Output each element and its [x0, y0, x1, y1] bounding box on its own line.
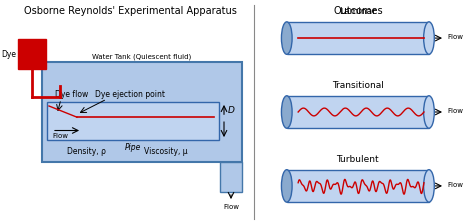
- Text: Flow: Flow: [52, 133, 68, 138]
- Bar: [18, 39, 46, 69]
- Text: Viscosity, μ: Viscosity, μ: [144, 147, 188, 157]
- Ellipse shape: [424, 170, 434, 202]
- Text: Density, ρ: Density, ρ: [66, 147, 105, 157]
- Text: Dye: Dye: [1, 50, 16, 58]
- Ellipse shape: [282, 22, 292, 54]
- Bar: [220, 162, 242, 192]
- Text: Pipe: Pipe: [125, 143, 141, 152]
- Text: D: D: [228, 106, 235, 115]
- Text: Turbulent: Turbulent: [337, 155, 379, 164]
- Ellipse shape: [282, 96, 292, 128]
- Ellipse shape: [424, 22, 434, 54]
- Text: Outcomes: Outcomes: [333, 6, 383, 16]
- Text: Flow: Flow: [223, 204, 239, 210]
- Text: Osborne Reynolds' Experimental Apparatus: Osborne Reynolds' Experimental Apparatus: [24, 6, 237, 16]
- Ellipse shape: [424, 96, 434, 128]
- Bar: [42, 62, 242, 162]
- Text: Flow: Flow: [447, 108, 463, 114]
- Text: Laminar: Laminar: [339, 7, 376, 16]
- Text: Dye ejection point: Dye ejection point: [95, 90, 165, 99]
- Bar: [287, 170, 429, 202]
- Text: Dye flow: Dye flow: [55, 90, 88, 99]
- Text: Flow: Flow: [447, 182, 463, 188]
- Bar: [287, 22, 429, 54]
- Bar: [287, 96, 429, 128]
- Text: Flow: Flow: [447, 34, 463, 40]
- Text: Water Tank (Quiescent fluid): Water Tank (Quiescent fluid): [92, 54, 191, 60]
- Text: Transitional: Transitional: [332, 81, 384, 90]
- Ellipse shape: [282, 170, 292, 202]
- Bar: [47, 102, 219, 140]
